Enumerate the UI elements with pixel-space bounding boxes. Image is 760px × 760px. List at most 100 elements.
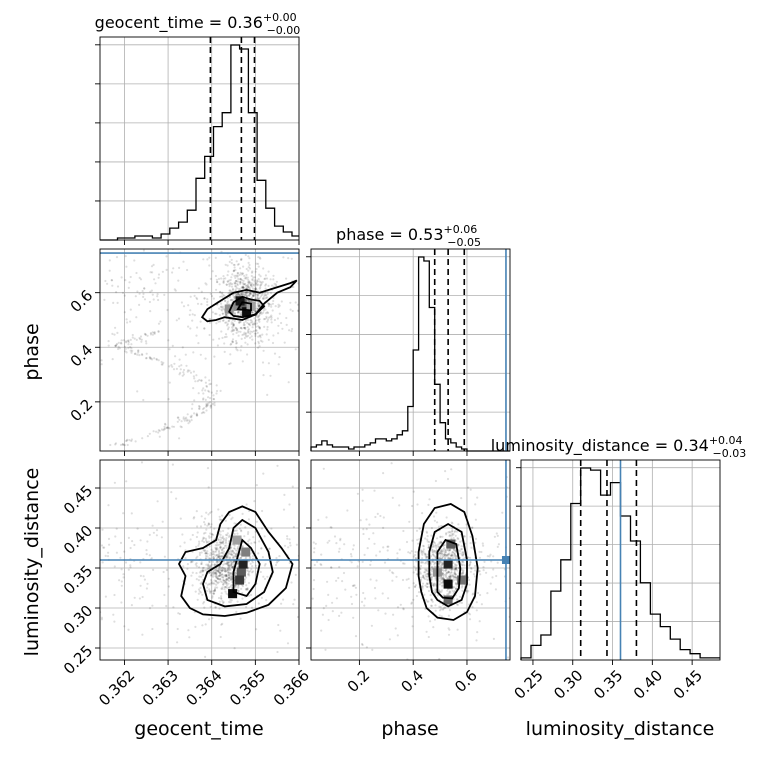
- sample-point: [218, 337, 221, 340]
- sample-point: [447, 614, 450, 617]
- sample-point: [280, 602, 283, 605]
- sample-point: [208, 264, 211, 267]
- sample-point: [127, 568, 130, 571]
- sample-point: [234, 555, 237, 558]
- sample-point: [245, 588, 248, 592]
- sample-point: [218, 307, 221, 310]
- sample-point: [251, 561, 254, 564]
- sample-point: [146, 582, 149, 585]
- sample-point: [217, 569, 220, 572]
- sample-point: [434, 578, 437, 581]
- sample-point: [176, 420, 179, 423]
- sample-point: [468, 564, 471, 567]
- sample-point: [254, 320, 257, 323]
- sample-point: [245, 291, 248, 295]
- sample-point: [382, 516, 385, 519]
- sample-point: [432, 554, 436, 557]
- sample-point: [137, 350, 140, 353]
- sample-point: [365, 646, 368, 649]
- sample-point: [193, 412, 196, 415]
- sample-point: [226, 323, 229, 326]
- sample-point: [226, 567, 230, 570]
- sample-point: [242, 279, 245, 282]
- sample-point: [273, 318, 276, 322]
- sample-point: [434, 591, 437, 594]
- sample-point: [247, 570, 250, 574]
- sample-point: [196, 598, 199, 601]
- sample-point: [457, 537, 460, 541]
- sample-point: [150, 265, 154, 268]
- sample-point: [325, 516, 328, 519]
- sample-point: [225, 583, 228, 586]
- sample-point: [212, 551, 215, 554]
- sample-point: [418, 538, 421, 541]
- sample-point: [218, 568, 221, 571]
- sample-point: [232, 325, 235, 328]
- sample-point: [214, 570, 218, 573]
- sample-point: [219, 578, 222, 581]
- sample-point: [266, 296, 269, 299]
- sample-point: [207, 564, 210, 567]
- sample-point: [213, 571, 216, 574]
- sample-point: [217, 549, 221, 552]
- sample-point: [263, 293, 266, 296]
- sample-point: [200, 290, 203, 293]
- sample-point: [198, 407, 201, 411]
- sample-point: [246, 276, 249, 279]
- sample-point: [449, 591, 452, 594]
- sample-point: [267, 284, 270, 287]
- sample-point: [212, 398, 216, 401]
- density-contour-2: [436, 538, 462, 600]
- sample-point: [268, 547, 271, 550]
- sample-point: [433, 561, 436, 564]
- sample-point: [292, 603, 295, 606]
- sample-point: [448, 530, 451, 533]
- sample-point: [432, 553, 435, 556]
- sample-point: [196, 302, 200, 305]
- sample-point: [249, 321, 252, 324]
- sample-point: [288, 503, 291, 506]
- sample-point: [460, 568, 463, 571]
- sample-point: [433, 563, 436, 566]
- sample-point: [140, 340, 143, 343]
- sample-point: [437, 525, 441, 528]
- sample-point: [441, 555, 444, 559]
- sample-point: [244, 253, 247, 257]
- sample-point: [216, 562, 219, 565]
- sample-point: [219, 580, 223, 583]
- sample-point: [204, 549, 207, 552]
- sample-point: [228, 513, 231, 517]
- sample-point: [207, 568, 210, 571]
- sample-point: [454, 568, 457, 571]
- sample-point: [454, 582, 457, 585]
- sample-point: [229, 299, 232, 302]
- sample-point: [285, 277, 288, 280]
- sample-point: [237, 277, 240, 281]
- sample-point: [222, 541, 225, 544]
- sample-point: [209, 554, 212, 557]
- sample-point: [254, 323, 257, 326]
- sample-point: [419, 568, 422, 571]
- sample-point: [227, 561, 230, 564]
- sample-point: [212, 556, 215, 559]
- sample-point: [424, 553, 428, 556]
- sample-point: [258, 312, 261, 315]
- sample-point: [223, 544, 227, 548]
- sample-point: [313, 551, 316, 554]
- sample-point: [274, 305, 277, 308]
- sample-point: [200, 551, 203, 554]
- sample-point: [447, 549, 450, 552]
- sample-point: [359, 519, 362, 522]
- sample-point: [224, 562, 228, 565]
- sample-point: [419, 549, 422, 552]
- sample-point: [231, 273, 234, 276]
- sample-point: [220, 597, 223, 601]
- sample-point: [207, 522, 210, 525]
- sample-point: [237, 311, 240, 314]
- sample-point: [265, 333, 268, 336]
- sample-point: [231, 282, 234, 286]
- sample-point: [208, 321, 211, 324]
- sample-point: [221, 540, 224, 544]
- sample-point: [452, 565, 456, 568]
- sample-point: [174, 289, 177, 292]
